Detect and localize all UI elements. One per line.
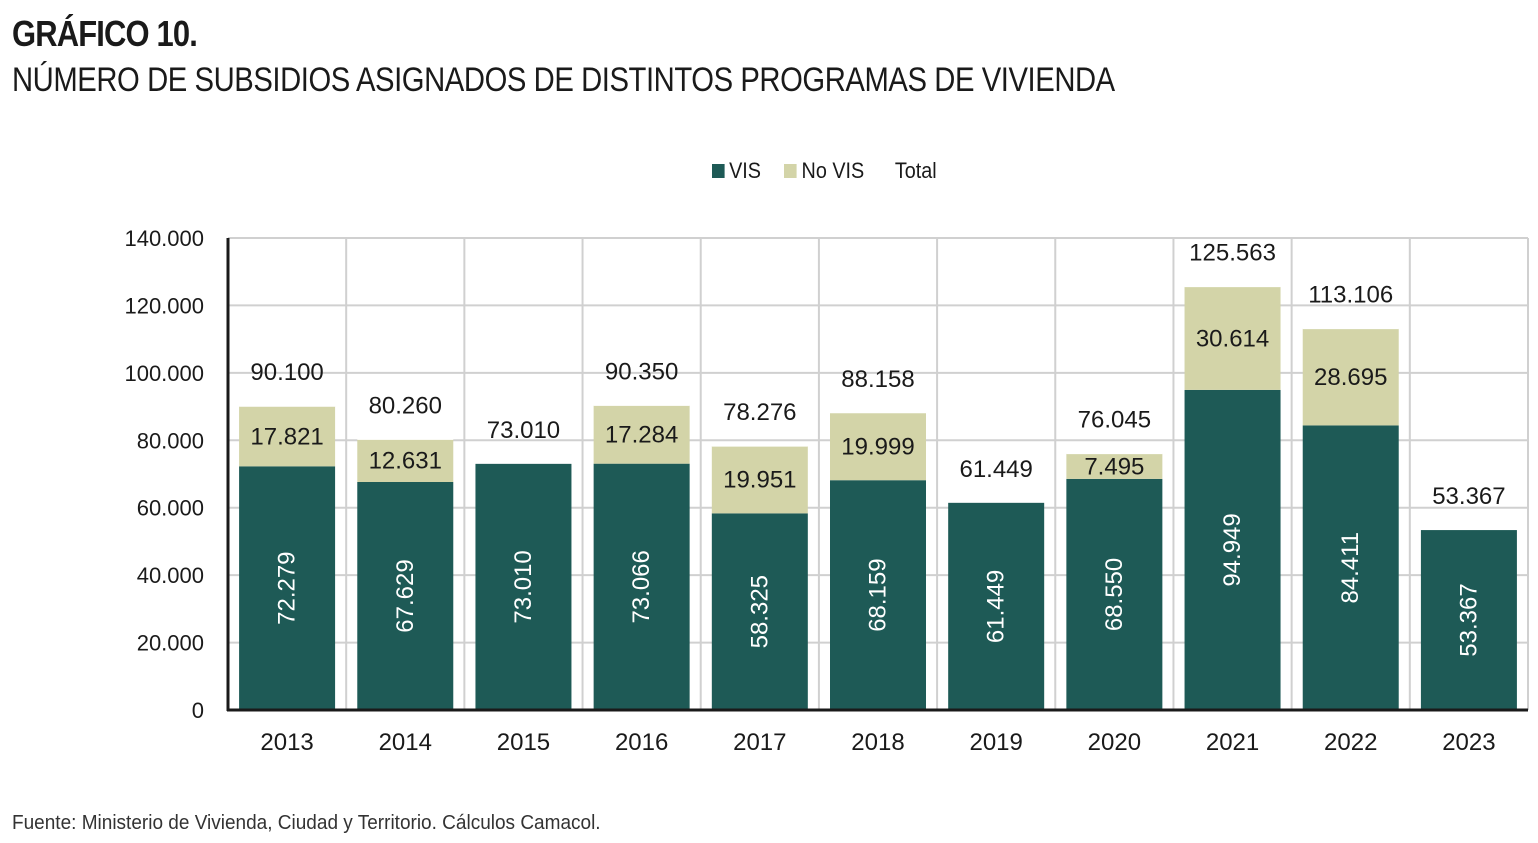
bar-vis [475,463,572,710]
bar-no-vis [711,446,808,514]
x-tick-label: 2017 [733,729,786,756]
x-tick-label: 2014 [379,729,432,756]
y-tick-label: 120.000 [124,293,204,318]
figure-number: GRÁFICO 10. [12,13,198,54]
legend-label-no-vis: No VIS [801,158,865,183]
data-label-no-vis: 12.631 [369,448,442,475]
y-tick-label: 40.000 [137,563,204,588]
x-tick-label: 2023 [1442,729,1495,756]
bar-vis [1302,425,1399,710]
x-tick-label: 2018 [851,729,904,756]
x-tick-label: 2019 [969,729,1022,756]
bar-vis [711,513,808,710]
y-tick-label: 20.000 [137,631,204,656]
legend-item-total: Total [888,158,937,184]
bar-no-vis [357,439,454,482]
data-label-total: 61.449 [959,456,1032,483]
data-label-total: 90.350 [605,358,678,385]
data-label-total: 80.260 [369,392,442,419]
data-label-no-vis: 30.614 [1196,325,1269,352]
y-tick-label: 140.000 [124,226,204,251]
data-label-vis: 73.010 [510,550,537,623]
chart-title: NÚMERO DE SUBSIDIOS ASIGNADOS DE DISTINT… [12,61,1115,99]
data-label-vis: 53.367 [1455,583,1482,656]
bar-no-vis [830,412,926,481]
bar-vis [1184,389,1281,710]
data-label-total: 125.563 [1189,240,1276,267]
legend-item-vis: VIS [712,158,761,184]
data-label-vis: 72.279 [274,551,301,624]
data-label-vis: 61.449 [983,570,1010,643]
x-tick-label: 2022 [1324,729,1377,756]
data-label-vis: 68.159 [865,558,892,631]
bar-no-vis [593,405,690,464]
stacked-bar-chart: 0 20.000 40.000 60.000 80.000 100.000 120.000 1… [124,226,1529,756]
bar-vis [948,502,1045,710]
data-label-no-vis: 19.999 [841,433,914,460]
data-label-no-vis: 17.821 [250,423,323,450]
x-tick-label: 2015 [497,729,550,756]
data-label-vis: 73.066 [628,550,655,623]
source-note: Fuente: Ministerio de Vivienda, Ciudad y… [12,812,601,834]
bar-vis [1066,478,1163,710]
data-label-total: 113.106 [1308,282,1393,309]
x-tick-label: 2020 [1088,729,1141,756]
data-label-total: 73.010 [487,417,560,444]
data-label-total: 90.100 [250,359,323,386]
bar-no-vis [1184,286,1281,390]
y-tick-label: 100.000 [124,361,204,386]
data-label-no-vis: 19.951 [723,467,796,494]
legend-swatch-vis [712,164,725,178]
data-label-total: 78.276 [723,399,796,426]
legend-swatch-no-vis [784,164,798,178]
data-label-total: 88.158 [841,366,914,393]
data-label-vis: 58.325 [746,575,773,648]
legend-label-total: Total [894,158,937,183]
legend-label-vis: VIS [729,158,762,183]
bar-vis [239,466,336,710]
bar-vis [357,481,454,710]
data-label-no-vis: 28.695 [1314,364,1387,391]
chart-heading: GRÁFICO 10. NÚMERO DE SUBSIDIOS ASIGNADO… [12,14,1294,100]
y-tick-label: 60.000 [137,496,204,521]
bar-no-vis [1066,453,1163,479]
x-tick-label: 2013 [260,729,313,756]
data-label-vis: 84.411 [1337,532,1364,604]
legend-item-no-vis: No VIS [784,158,864,184]
data-label-no-vis: 7.495 [1084,453,1144,480]
data-label-no-vis: 17.284 [605,422,678,449]
bar-vis [830,480,926,710]
data-label-total: 76.045 [1078,407,1151,434]
bar-vis [593,463,690,710]
bar-no-vis [239,406,336,467]
bar-no-vis [1302,328,1399,426]
x-tick-label: 2021 [1206,729,1259,756]
bar-vis [1420,530,1517,710]
y-tick-label: 80.000 [137,428,204,453]
chart-legend: VIS No VIS Total [712,158,960,184]
data-label-total: 53.367 [1432,483,1505,510]
data-label-vis: 94.949 [1219,513,1246,586]
data-label-vis: 68.550 [1101,558,1128,631]
x-tick-label: 2016 [615,729,668,756]
y-tick-label: 0 [192,698,204,723]
data-label-vis: 67.629 [392,559,419,632]
